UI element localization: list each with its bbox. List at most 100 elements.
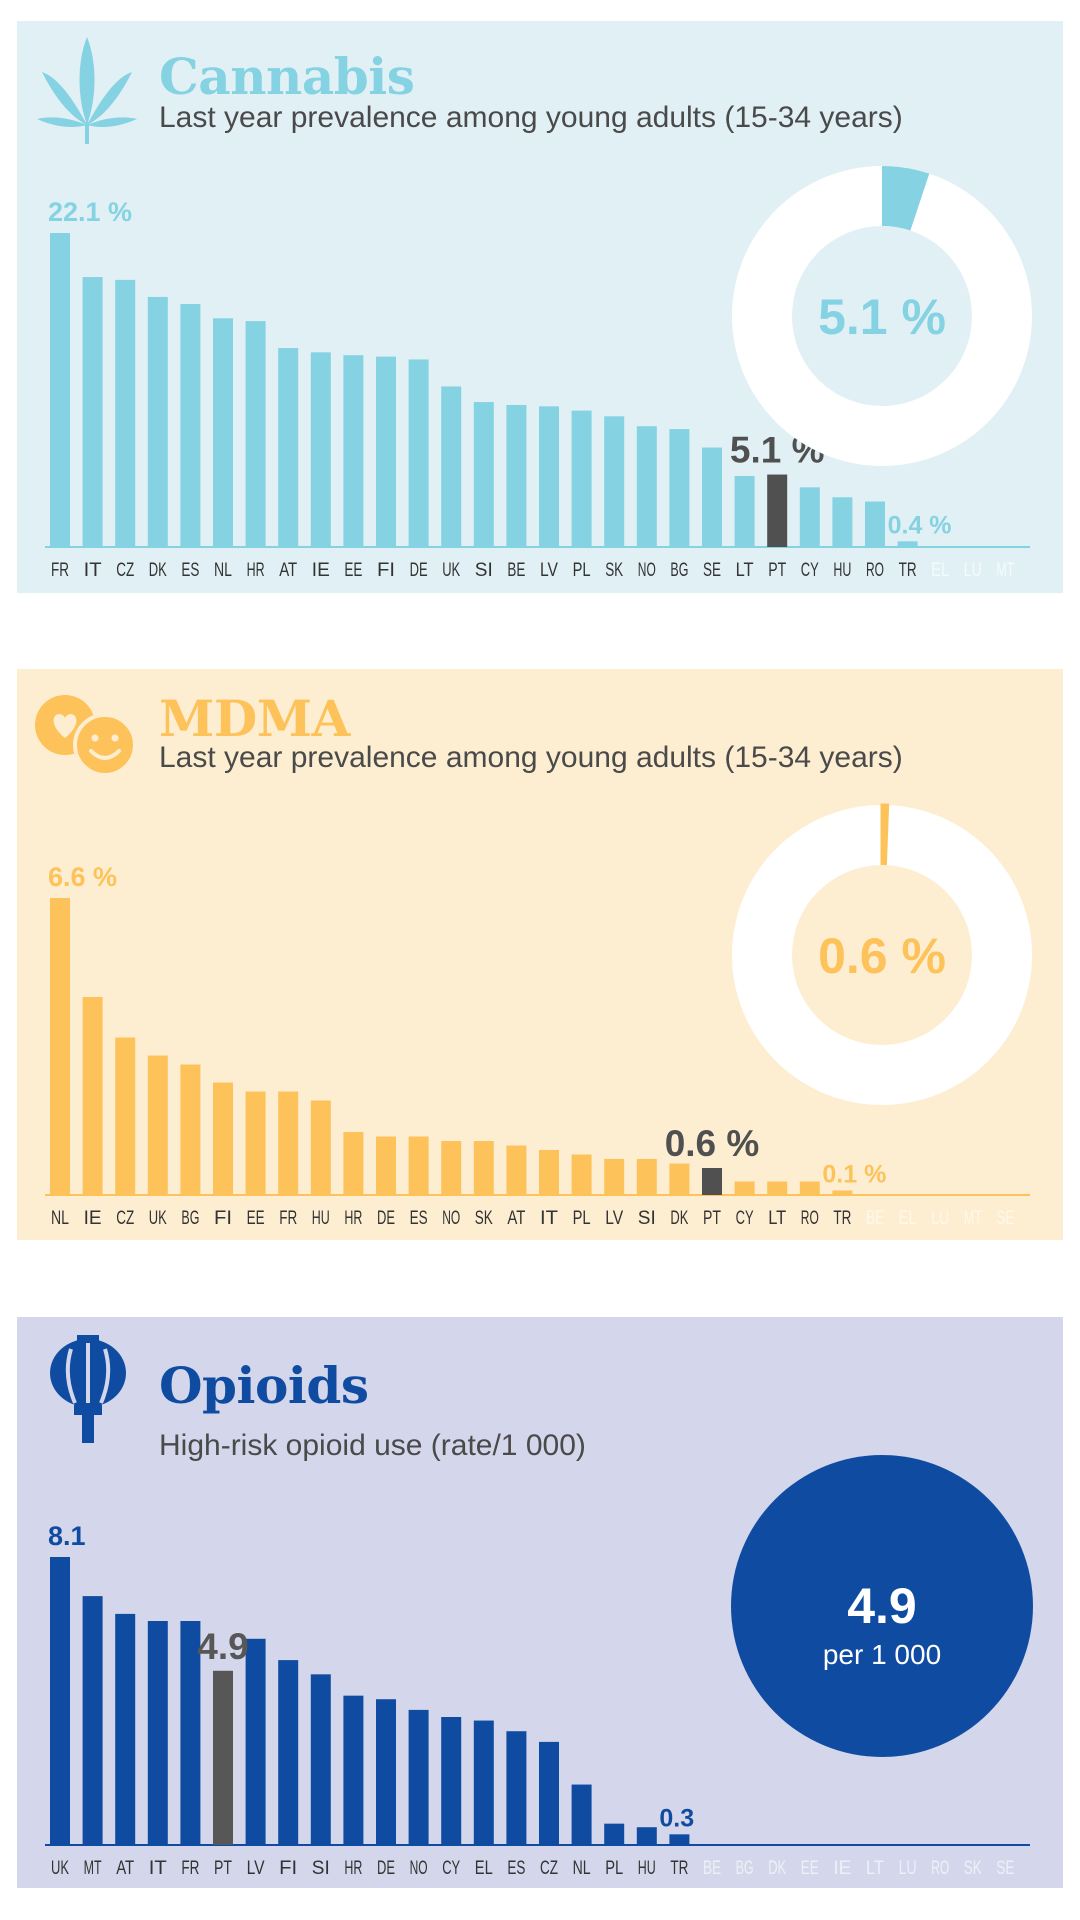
donut-value-label: 0.6 % (818, 928, 946, 984)
tick-label-nl: NL (573, 1858, 591, 1879)
mdma-panel: MDMA Last year prevalence among young ad… (17, 669, 1063, 1240)
tick-label-pl: PL (573, 1208, 591, 1229)
bar-si (473, 402, 494, 547)
tick-label-cy: CY (442, 1858, 460, 1879)
donut-value-label: 5.1 % (818, 289, 946, 345)
tick-label-ro: RO (866, 560, 884, 581)
bar-at (506, 1145, 527, 1195)
rate-circle-value: 4.9 (847, 1578, 917, 1634)
bar-tr (832, 1190, 853, 1195)
bar-cz (115, 1037, 136, 1195)
bar-pl (571, 1154, 592, 1195)
max-value-label: 22.1 % (48, 197, 132, 227)
opioids-title: Opioids (159, 1356, 369, 1415)
tick-label-ro: RO (931, 1858, 949, 1879)
bar-uk (147, 1055, 168, 1195)
opioids-subtitle: High-risk opioid use (rate/1 000) (159, 1429, 586, 1462)
cannabis-chart: FR IT CZ DK ES NL HR AT IE EE FI DE UK SI BE LV PL SK NO BG… (45, 166, 1032, 581)
bar-ie (310, 352, 331, 547)
tick-label-el: EL (475, 1858, 493, 1879)
tick-label-tr: TR (899, 560, 917, 581)
bar-hu (636, 1827, 657, 1845)
tick-label-pl: PL (573, 560, 591, 581)
bar-es (506, 1731, 527, 1845)
tick-label-sk: SK (475, 1208, 493, 1229)
tick-label-fi: FI (377, 560, 395, 581)
tick-label-hr: HR (344, 1208, 362, 1229)
tick-label-lv: LV (605, 1208, 623, 1229)
tick-label-ro: RO (801, 1208, 819, 1229)
bar-dk (147, 296, 168, 547)
bar-de (376, 1699, 396, 1845)
bar-tr (897, 541, 918, 547)
bar-bg (180, 1064, 201, 1195)
bar-fr (180, 1621, 201, 1845)
bar-es (180, 304, 201, 547)
tick-label-no: NO (442, 1208, 460, 1229)
tick-label-pt: PT (703, 1208, 721, 1229)
min-value-label: 0.4 % (888, 511, 952, 539)
bar-hu (310, 1100, 331, 1195)
bar-cy (441, 1717, 462, 1845)
tick-label-cz: CZ (540, 1858, 558, 1879)
max-value-label: 8.1 (48, 1521, 86, 1551)
bar-ro (865, 501, 885, 547)
tick-label-sk: SK (605, 560, 623, 581)
tick-label-dk: DK (768, 1858, 786, 1879)
bar-tr (669, 1834, 690, 1845)
smiley-heart-icon (35, 695, 137, 777)
tick-label-si: SI (312, 1858, 330, 1879)
tick-label-cy: CY (736, 1208, 754, 1229)
tick-label-be: BE (507, 560, 525, 581)
tick-label-mt: MT (996, 560, 1014, 581)
tick-label-uk: UK (149, 1208, 167, 1229)
tick-label-fi: FI (279, 1858, 297, 1879)
tick-label-ee: EE (247, 1208, 265, 1229)
tick-label-si: SI (475, 560, 493, 581)
bar-fi (213, 1082, 233, 1195)
bar-uk (50, 1557, 70, 1845)
tick-label-pt: PT (768, 560, 786, 581)
tick-label-el: EL (931, 560, 949, 581)
bar-si (310, 1674, 331, 1845)
tick-label-hr: HR (247, 560, 265, 581)
bar-cy (734, 1181, 755, 1195)
bar-pt (767, 474, 788, 547)
tick-label-es: ES (507, 1858, 525, 1879)
tick-label-ee: EE (344, 560, 362, 581)
cannabis-title: Cannabis (159, 47, 415, 106)
max-value-label: 6.6 % (48, 862, 117, 892)
bar-no (441, 1141, 462, 1195)
bar-hr (343, 1132, 364, 1195)
tick-label-de: DE (410, 560, 428, 581)
tick-label-dk: DK (670, 1208, 688, 1229)
tick-label-es: ES (410, 1208, 428, 1229)
tick-label-lv: LV (540, 560, 558, 581)
bar-dk (669, 1163, 690, 1195)
tick-label-bg: BG (670, 560, 688, 581)
bar-it (147, 1621, 168, 1845)
donut-segment (882, 166, 930, 231)
bar-fr (50, 233, 70, 547)
tick-label-de: DE (377, 1858, 395, 1879)
opioids-panel: Opioids High-risk opioid use (rate/1 000… (17, 1317, 1063, 1888)
tick-label-hr: HR (344, 1858, 362, 1879)
bar-el (473, 1720, 494, 1845)
tick-label-hu: HU (833, 560, 851, 581)
bar-se (702, 447, 722, 547)
tick-label-lt: LT (768, 1208, 786, 1229)
tick-label-lt: LT (736, 560, 754, 581)
bar-nl (50, 898, 70, 1195)
bar-sk (604, 416, 625, 547)
bar-fr (278, 1091, 299, 1195)
bar-pt (213, 1670, 233, 1845)
tick-label-be: BE (703, 1858, 721, 1879)
bar-cz (115, 279, 136, 547)
min-value-label: 0.3 (659, 1804, 694, 1832)
tick-label-se: SE (703, 560, 721, 581)
bar-no (408, 1709, 429, 1845)
tick-label-fr: FR (181, 1858, 199, 1879)
tick-label-it: IT (540, 1208, 558, 1229)
tick-label-tr: TR (833, 1208, 851, 1229)
bar-lv (539, 406, 559, 547)
